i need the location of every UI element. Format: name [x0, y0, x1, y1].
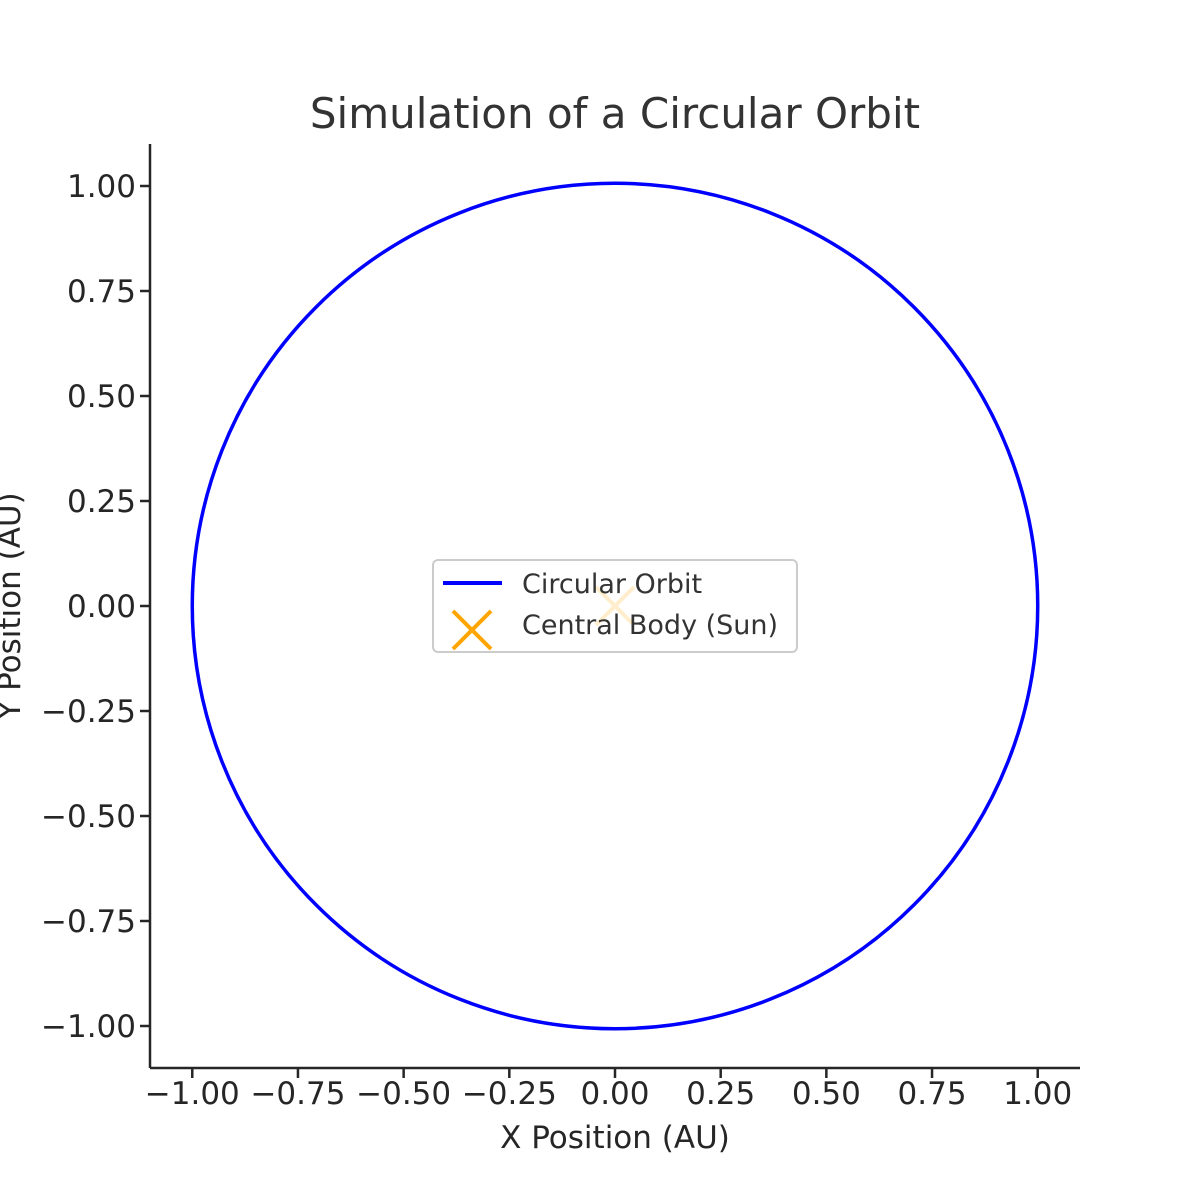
- x-axis-ticks: −1.00 −0.75 −0.50 −0.25 0.00 0.25 0.50 0.75 1.00: [145, 1068, 1072, 1112]
- legend-orbit-label: Circular Orbit: [522, 569, 702, 600]
- x-tick-label: −0.50: [356, 1076, 451, 1112]
- y-tick-label: −0.50: [41, 799, 136, 835]
- x-tick-label: 0.75: [898, 1076, 967, 1112]
- y-tick-label: −0.25: [41, 694, 136, 730]
- x-tick-label: −1.00: [145, 1076, 240, 1112]
- x-tick-label: −0.75: [250, 1076, 345, 1112]
- x-tick-label: 1.00: [1003, 1076, 1072, 1112]
- legend: Circular Orbit Central Body (Sun): [432, 559, 798, 653]
- x-tick-label: 0.50: [792, 1076, 861, 1112]
- y-tick-label: 0.00: [67, 589, 136, 625]
- y-axis-ticks: 1.00 0.75 0.50 0.25 0.00 −0.25 −0.50 −0.75 −1.00: [41, 169, 150, 1045]
- x-tick-label: 0.25: [686, 1076, 755, 1112]
- y-tick-label: −0.75: [41, 904, 136, 940]
- x-tick-label: −0.25: [462, 1076, 557, 1112]
- legend-sun-label: Central Body (Sun): [522, 610, 778, 641]
- y-tick-label: −1.00: [41, 1009, 136, 1045]
- y-tick-label: 0.75: [67, 274, 136, 310]
- x-axis-label: X Position (AU): [500, 1120, 730, 1156]
- orbit-line: [190, 181, 1040, 1031]
- y-tick-label: 0.50: [67, 379, 136, 415]
- legend-box: [432, 559, 798, 653]
- y-tick-label: 1.00: [67, 169, 136, 205]
- y-axis-label: Y Position (AU): [0, 492, 28, 720]
- legend-sun-swatch: [451, 609, 493, 651]
- x-tick-label: 0.00: [580, 1076, 649, 1112]
- chart-title: Simulation of a Circular Orbit: [310, 89, 920, 138]
- y-tick-label: 0.25: [67, 484, 136, 520]
